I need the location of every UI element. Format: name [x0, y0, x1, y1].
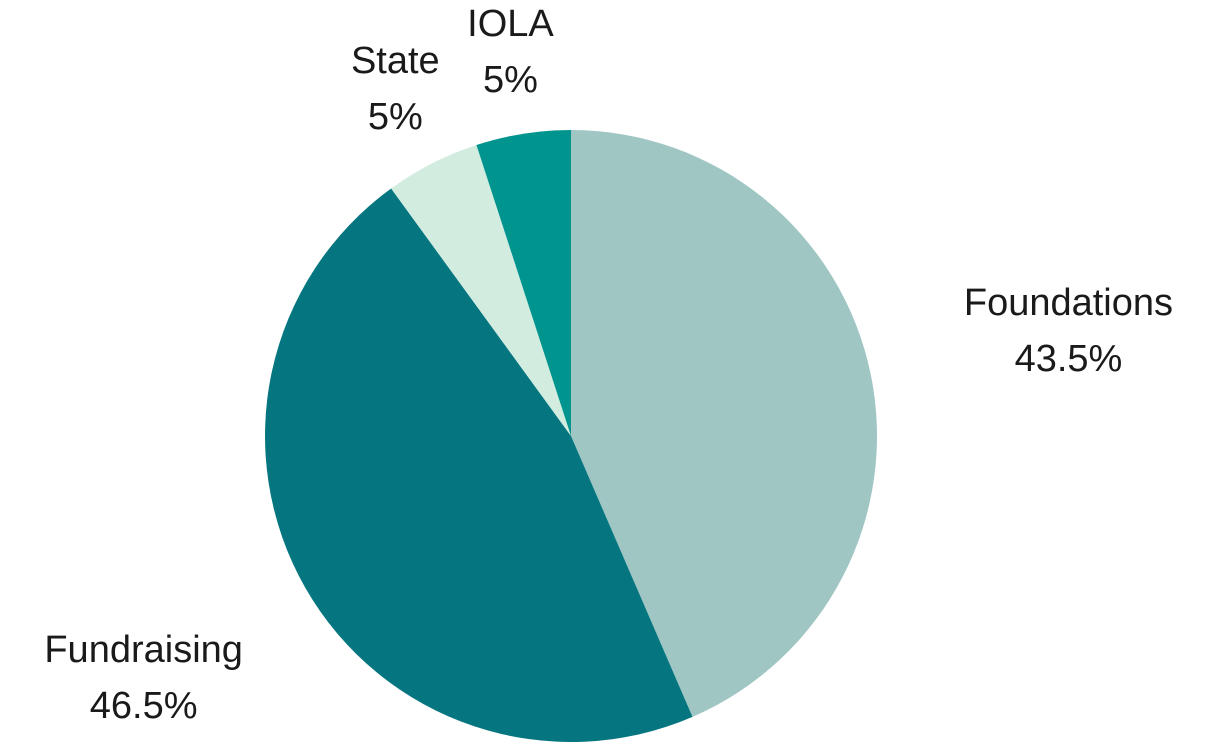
- slice-value-label: 5%: [368, 96, 423, 138]
- slice-label: IOLA: [467, 3, 554, 45]
- slice-label: State: [351, 40, 440, 82]
- slice-value-label: 46.5%: [90, 685, 198, 727]
- pie-slice: [391, 144, 571, 437]
- slice-value-label: 43.5%: [1015, 338, 1123, 380]
- pie-slice: [571, 130, 877, 717]
- slice-label: Foundations: [964, 282, 1173, 324]
- slice-value-label: 5%: [483, 59, 538, 101]
- pie-slice: [476, 130, 571, 436]
- slice-label: Fundraising: [44, 629, 243, 671]
- pie-slice: [265, 188, 693, 742]
